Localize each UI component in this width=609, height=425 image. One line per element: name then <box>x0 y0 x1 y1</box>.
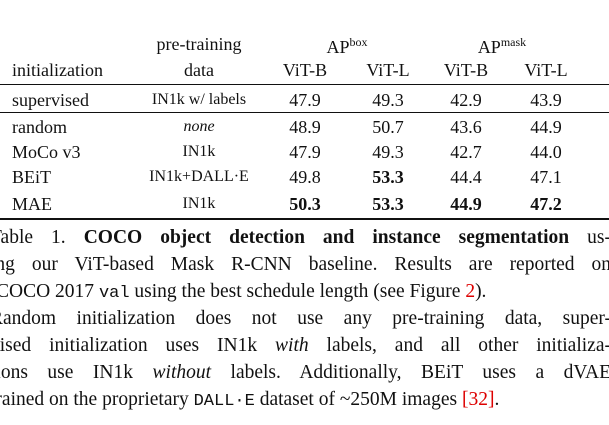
rule <box>0 112 609 113</box>
cell: 42.7 <box>450 142 482 162</box>
caption-text: using the best schedule length (see Figu… <box>129 281 466 302</box>
header: data <box>184 60 214 80</box>
header: ViT-B <box>443 60 489 80</box>
cell: 47.9 <box>289 142 321 162</box>
caption-text: labels. Additionally, BEiT uses a dVAE <box>211 362 609 383</box>
cell: 49.3 <box>372 142 404 162</box>
cell: 53.3 <box>372 194 404 214</box>
cell: 47.1 <box>530 167 562 187</box>
cell: 48.9 <box>289 117 321 137</box>
rule <box>0 218 609 220</box>
cell: MoCo v3 <box>12 142 81 162</box>
caption-text: val <box>98 284 130 303</box>
caption-text: ing our ViT-based Mask R-CNN baseline. R… <box>0 254 609 275</box>
caption-text: Table 1. <box>0 227 66 248</box>
cell: BEiT <box>12 167 51 187</box>
cell: 49.3 <box>372 90 404 110</box>
cell: IN1k <box>182 143 216 160</box>
header: AP <box>326 37 350 57</box>
header: APmask <box>442 31 562 58</box>
cell: 43.9 <box>530 90 562 110</box>
caption-line: COCO 2017 val using the best schedule le… <box>0 279 609 307</box>
header: ViT-B <box>282 60 328 80</box>
caption-text: . <box>494 389 500 410</box>
caption-link[interactable]: [32] <box>461 389 495 410</box>
header: AP <box>477 37 501 57</box>
caption-line: vised initialization uses IN1k with labe… <box>0 333 609 359</box>
caption-text: COCO object detection and instance segme… <box>83 227 570 248</box>
header: APbox <box>287 31 407 58</box>
caption-text: tions use IN1k <box>0 362 153 383</box>
cell: MAE <box>12 194 52 214</box>
caption-text: us- <box>569 227 609 248</box>
caption-line: Random initialization does not use any p… <box>0 306 609 332</box>
caption-link[interactable]: 2 <box>465 281 476 302</box>
header-sup: mask <box>500 35 527 49</box>
header: pre-training <box>156 34 242 54</box>
cell: 53.3 <box>372 167 404 187</box>
caption-text: trained on the proprietary <box>0 389 194 410</box>
cell: 50.3 <box>289 194 321 214</box>
cell: 49.8 <box>289 167 321 187</box>
cell: 50.7 <box>372 117 404 137</box>
cell: 44.9 <box>450 194 482 214</box>
cell: 47.9 <box>289 90 321 110</box>
cell: 42.9 <box>450 90 482 110</box>
caption-text: with <box>275 335 309 356</box>
caption-text: without <box>152 362 212 383</box>
caption-line: tions use IN1k without labels. Additiona… <box>0 360 609 386</box>
cell: IN1k <box>182 195 216 212</box>
caption-line: ing our ViT-based Mask R-CNN baseline. R… <box>0 252 609 278</box>
cell: 44.0 <box>530 142 562 162</box>
header-sup: box <box>349 35 368 49</box>
cell: 43.6 <box>450 117 482 137</box>
caption-text: vised initialization uses IN1k <box>0 335 276 356</box>
header: ViT-L <box>366 60 410 80</box>
header: ViT-L <box>524 60 568 80</box>
cell: supervised <box>12 90 89 110</box>
caption-text: COCO 2017 <box>0 281 99 302</box>
cell: IN1k+DALL·E <box>149 168 249 185</box>
cell: 44.4 <box>450 167 482 187</box>
rule <box>0 84 609 85</box>
cell: 44.9 <box>530 117 562 137</box>
cell: random <box>12 117 67 137</box>
caption-text: ). <box>475 281 487 302</box>
caption-line: trained on the proprietary DALL·E datase… <box>0 387 609 415</box>
caption-text: dataset of ~250M images <box>254 389 462 410</box>
caption-line: Table 1. COCO object detection and insta… <box>0 225 609 251</box>
cell: IN1k w/ labels <box>151 91 247 108</box>
caption-text: DALL·E <box>193 392 255 411</box>
cell: 47.2 <box>530 194 562 214</box>
cell: none <box>183 118 215 135</box>
header: initialization <box>12 60 103 80</box>
caption-text: labels, and all other initializa- <box>308 335 609 356</box>
caption-text: Random initialization does not use any p… <box>0 308 609 329</box>
